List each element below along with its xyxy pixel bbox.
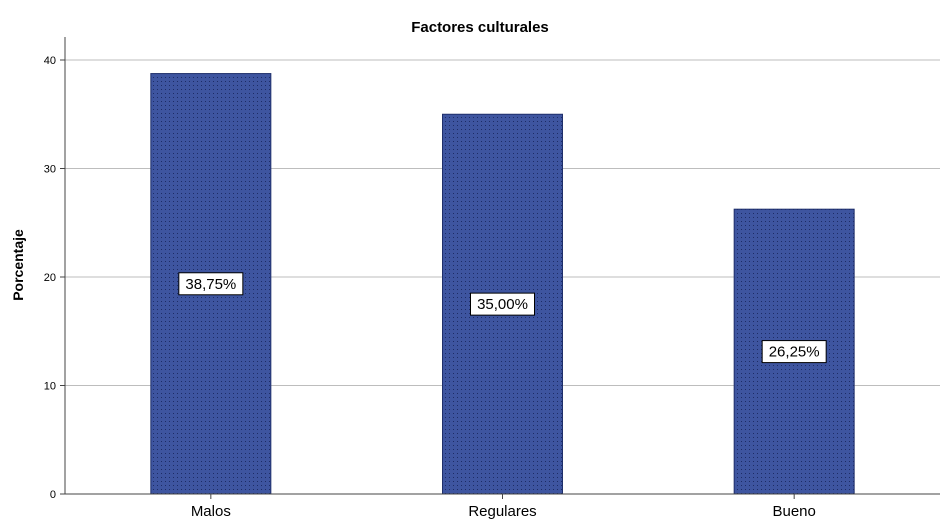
x-tick-label: Malos [191,503,231,520]
y-axis-ticks: 0 10 20 30 40 [44,55,65,501]
data-label-box [178,272,244,296]
x-tick-label: Bueno [772,503,815,520]
x-tick-label: Regulares [468,503,536,520]
bar-malos [150,73,272,495]
data-label-box [761,340,827,364]
y-tick-label: 10 [44,381,56,393]
y-tick-label: 30 [44,164,56,176]
x-axis-ticks: Malos Regulares Bueno [191,494,816,520]
data-label-text: 35,00% [477,296,528,313]
y-tick-label: 0 [50,489,56,501]
data-label-regulares: 35,00% [470,292,535,316]
data-label-text: 38,75% [185,276,236,293]
chart-title: Factores culturales [411,19,549,36]
data-label-text: 26,25% [769,344,820,361]
y-tick-label: 20 [44,272,56,284]
y-tick-label: 40 [44,55,56,67]
bars [150,73,855,495]
y-axis-label: Porcentaje [10,229,26,301]
data-label-malos: 38,75% [178,272,244,296]
data-label-bueno: 26,25% [761,340,827,364]
data-label-box [470,292,535,316]
data-labels: 38,75% 35,00% 26,25% [178,272,827,364]
